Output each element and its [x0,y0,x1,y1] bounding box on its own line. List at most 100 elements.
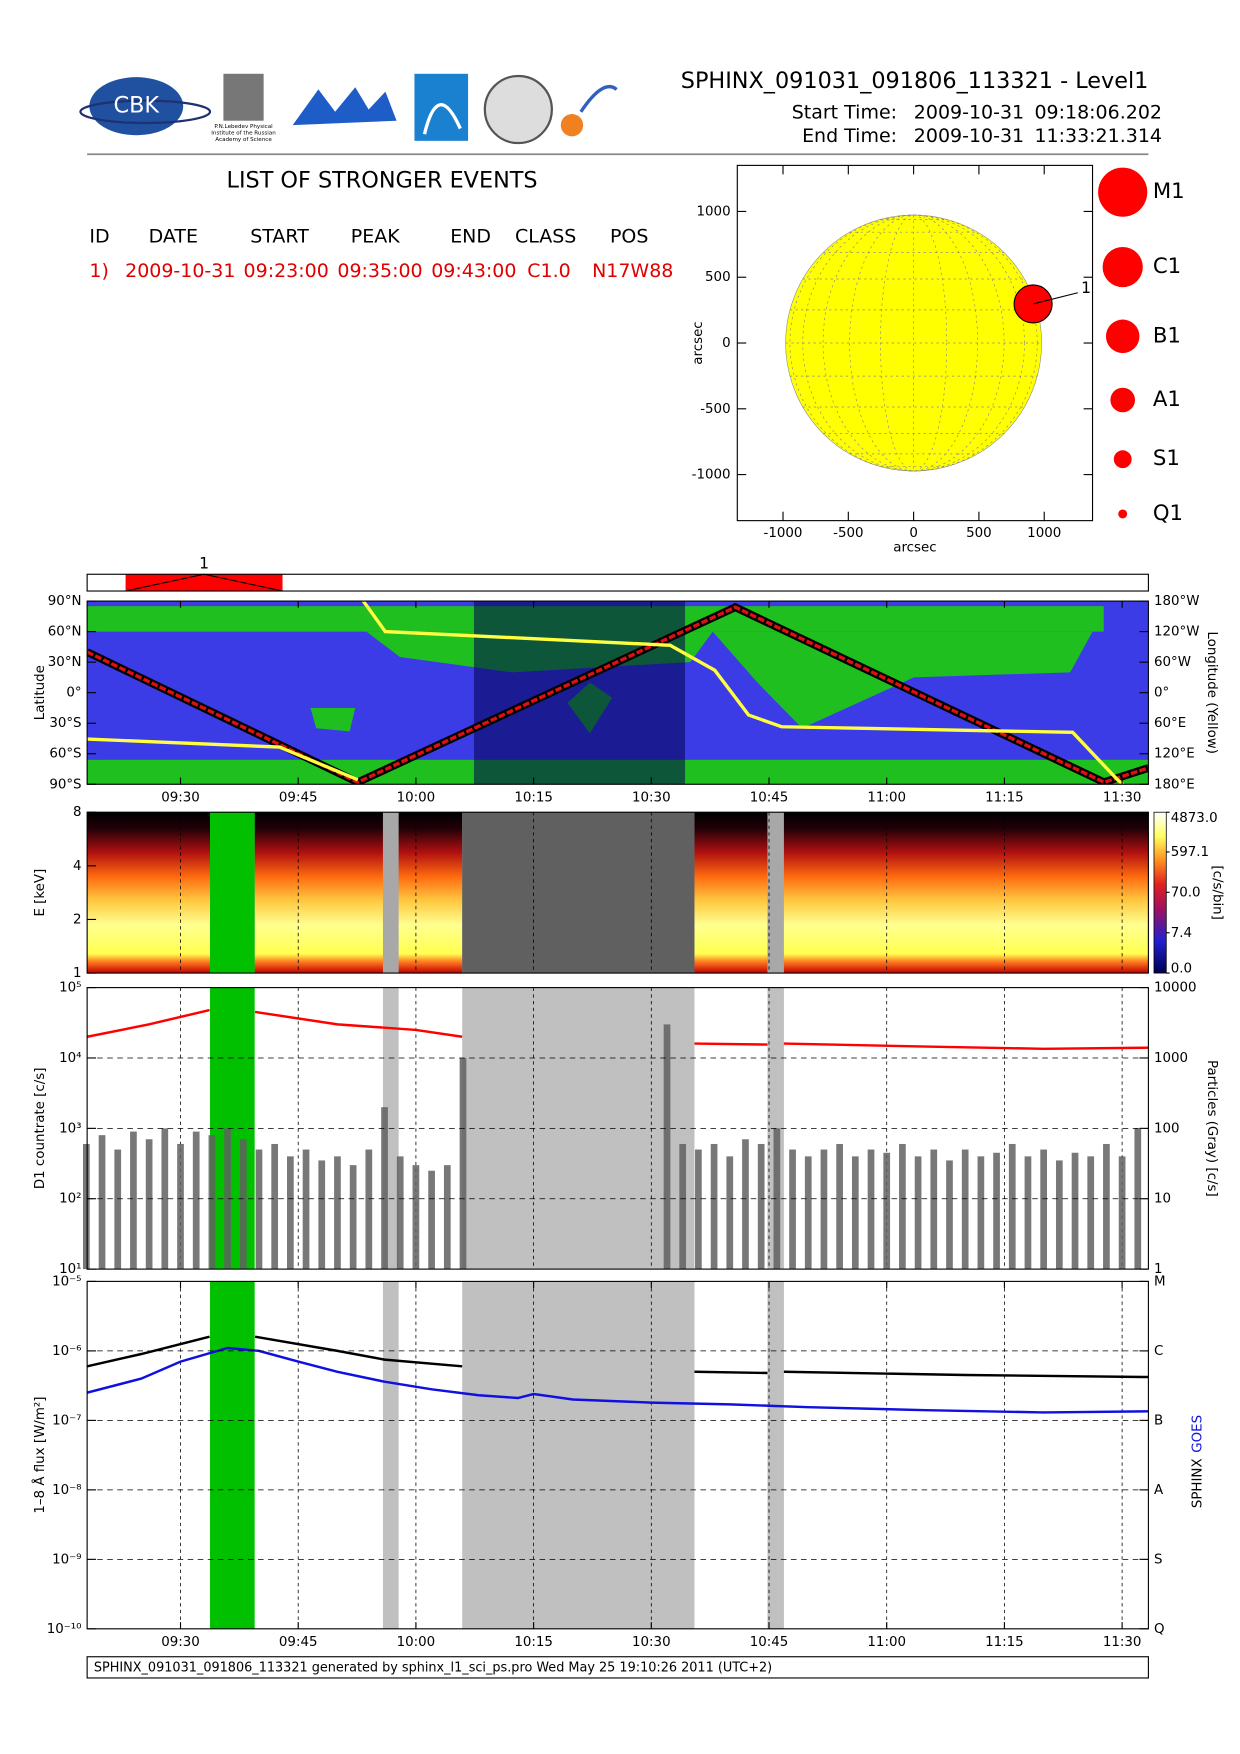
legend-label: A1 [1153,387,1181,412]
bar [946,1160,953,1270]
y-axis-label: 1–8 Å flux [W/m²] [31,1397,48,1514]
bar [726,1156,734,1270]
logo-ring [79,99,212,125]
bar [883,1152,891,1270]
events-title: LIST OF STRONGER EVENTS [227,168,538,194]
x-tick-label: 11:30 [1103,1635,1142,1650]
column-header: CLASS [515,225,576,247]
bar [114,1149,122,1270]
y2-tick-label: 1000 [1154,1051,1188,1066]
bar [271,1143,279,1270]
column-header: START [250,225,309,247]
x-tick-label: 10:30 [632,1635,671,1650]
x-tick-label: -500 [833,526,863,541]
bar [396,1156,404,1270]
event-label: 1 [199,554,209,573]
highlight-span [210,812,255,974]
legend-label: M1 [1153,179,1185,204]
y2-tick-label: 60°E [1154,716,1186,731]
x-tick-label: 10:15 [514,791,553,806]
x-tick-label: 09:30 [161,791,200,806]
plot-frame [86,573,1149,592]
y-tick-label: -1000 [692,468,731,483]
bar [443,1165,451,1270]
series-line [87,1346,1149,1414]
y2-tick-label: 120°E [1154,747,1195,762]
footer-box [86,1656,1149,1679]
footer: SPHINX_091031_091806_113321 generated by… [94,1660,772,1675]
end-label: End Time: [802,125,897,147]
x-tick-label: 10:00 [397,1635,436,1650]
y-tick-label: 10⁻¹⁰ [47,1622,82,1637]
column-header: DATE [149,225,198,247]
y2-tick-label: A [1154,1483,1164,1498]
end-time: 11:33:21.314 [1034,125,1162,147]
event-leader [1032,292,1078,305]
bar [1008,1143,1016,1270]
legend-marker [1110,387,1135,413]
event-marker-label: 1 [1081,278,1091,297]
longitude-line [802,214,1025,472]
bar [381,1107,388,1270]
spectrogram-segment [783,812,1149,974]
colorbar-label: [c/s/bin] [1210,865,1225,920]
event-cell: 2009-10-31 [125,260,235,282]
solar-disk [785,214,1042,472]
y-tick-label: 10⁵ [59,981,81,996]
x-tick-label: 10:45 [750,791,789,806]
series-line [783,1370,1149,1379]
shaded-span [473,601,686,785]
spectrogram-segment [694,812,768,974]
bar [742,1139,749,1270]
bar [695,1149,702,1270]
y2-tick-label: 10000 [1154,981,1197,996]
orbit-track [87,605,1149,785]
y2-tick-label: Q [1154,1622,1165,1637]
x-tick-label: 10:15 [514,1635,553,1650]
y2-tick-label: 180°W [1154,594,1200,609]
bar [930,1149,938,1270]
x-tick-label: 10:45 [750,1635,789,1650]
y-tick-label: 1000 [697,204,731,219]
x-tick-label: 09:45 [279,791,318,806]
y-tick-label: 1 [73,966,82,981]
start-date: 2009-10-31 [914,101,1024,123]
x-tick-label: 11:15 [985,791,1024,806]
y-axis-label: D1 countrate [c/s] [33,1068,48,1190]
bar [412,1165,420,1270]
bar [1103,1143,1110,1270]
y2-axis-label: Longitude (Yellow) [1204,631,1219,754]
shaded-span [462,1281,695,1629]
logo-caption: Academy of Science [215,137,272,143]
bar [679,1143,687,1270]
series-line [361,601,1125,785]
event-cell: C1.0 [527,260,570,282]
y2-tick-label: 10 [1154,1192,1171,1207]
legend-label: C1 [1153,254,1181,279]
bar [287,1156,294,1270]
y2-tick-label: B [1154,1413,1163,1428]
bar [1071,1152,1079,1270]
y-tick-label: 0 [722,336,731,351]
logo-caption: Institute of the Russian [211,131,276,137]
y-tick-label: 10⁴ [59,1051,81,1066]
bar [867,1149,875,1270]
legend-label: GOES [1191,1415,1206,1453]
y-tick-label: 60°S [49,747,81,762]
legend-marker [1098,167,1148,217]
bar [177,1143,184,1270]
y-tick-label: 4 [73,859,82,874]
legend-label: B1 [1153,323,1181,348]
y-tick-label: 2 [73,912,82,927]
bar [977,1156,985,1270]
shaded-span [767,1281,784,1629]
y-tick-label: 10³ [59,1121,81,1136]
series-line [87,1335,210,1368]
y-tick-label: 10¹ [59,1262,81,1277]
bar [318,1160,326,1270]
bar [302,1149,310,1270]
bar [365,1149,373,1270]
bar [663,1024,671,1270]
y-tick-label: 60°N [48,625,82,640]
legend-marker [1113,450,1132,469]
